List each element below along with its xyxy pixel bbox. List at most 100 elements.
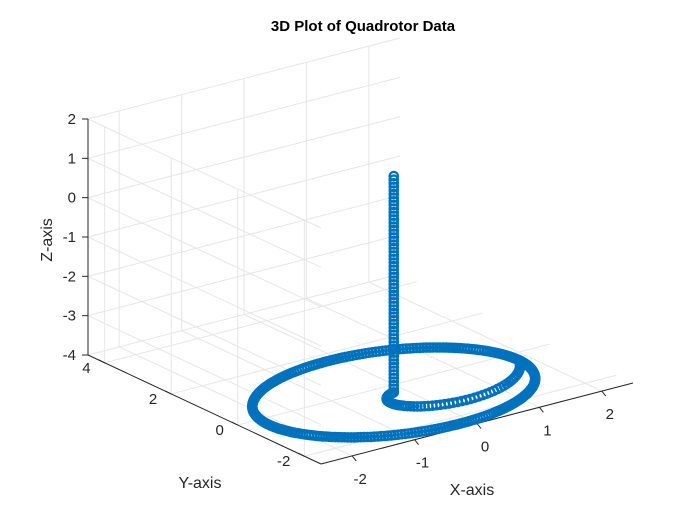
climb-marker <box>388 178 400 189</box>
y-tick-mark <box>164 390 172 395</box>
climb-marker <box>388 340 400 351</box>
side-wall-grid-line <box>87 236 322 347</box>
axis-ticks: -2 -1 0 1 2 -2 0 2 4 -4 -3 -2 -1 0 1 2 <box>63 111 614 488</box>
y-tick-mark <box>298 452 305 457</box>
back-wall-grid-line <box>87 155 401 238</box>
side-wall-grid-line <box>87 118 322 229</box>
climb-marker <box>388 343 400 355</box>
floor-grid-line <box>104 281 417 364</box>
back-wall-grid-line <box>87 194 401 277</box>
floor-grid-line <box>304 374 617 457</box>
back-wall-grid-line <box>87 273 401 356</box>
climb-marker <box>388 329 400 340</box>
climb-marker <box>388 289 400 301</box>
climb-marker <box>388 322 400 333</box>
orbit-marker <box>437 342 449 353</box>
z-tick-label: 0 <box>68 190 76 207</box>
x-tick-label: 2 <box>606 406 614 423</box>
y-tick-label: 2 <box>149 391 157 408</box>
z-axis-label: Z-axis <box>39 218 56 262</box>
climb-marker <box>388 282 400 294</box>
axes-box <box>87 119 634 465</box>
climb-marker <box>388 250 400 261</box>
climb-marker <box>388 181 400 193</box>
back-wall-grid-line <box>87 37 401 120</box>
climb-marker <box>388 242 400 254</box>
climb-marker <box>388 185 400 196</box>
climb-marker <box>388 304 400 315</box>
climb-marker <box>388 188 400 200</box>
chart-title: 3D Plot of Quadrotor Data <box>271 18 456 35</box>
climb-marker <box>388 351 400 362</box>
climb-marker <box>388 347 400 359</box>
climb-marker <box>388 235 400 247</box>
spiral-marker <box>412 401 423 412</box>
climb-marker <box>388 358 400 369</box>
y-tick-mark <box>98 359 105 364</box>
climb-marker <box>388 365 400 377</box>
climb-marker <box>388 314 400 326</box>
climb-marker <box>388 372 400 384</box>
climb-marker <box>388 246 400 258</box>
climb-marker <box>388 318 400 330</box>
climb-marker <box>388 379 400 391</box>
climb-marker <box>388 253 400 265</box>
z-tick-label: 1 <box>68 150 76 167</box>
x-tick-label: 0 <box>481 439 489 456</box>
y-axis-label: Y-axis <box>179 475 222 492</box>
side-wall-grid-line <box>87 315 322 426</box>
orbit-marker <box>362 431 373 443</box>
climb-marker <box>388 174 400 185</box>
climb-marker <box>388 361 400 373</box>
side-wall-grid-line <box>87 157 322 268</box>
climb-marker <box>388 311 400 322</box>
floor-grid-line <box>368 281 603 392</box>
grid-lines <box>87 37 617 465</box>
climb-marker <box>388 387 400 398</box>
back-wall-grid-line <box>87 116 401 199</box>
x-tick-mark <box>351 455 357 462</box>
spiral-marker <box>408 401 420 412</box>
climb-marker <box>388 232 400 243</box>
z-tick-label: -4 <box>63 347 76 364</box>
climb-marker <box>388 296 400 308</box>
climb-marker <box>388 369 400 380</box>
climb-marker <box>388 275 400 286</box>
x-tick-label: 1 <box>543 422 551 439</box>
z-tick-label: 2 <box>68 111 76 128</box>
back-wall-grid-line <box>87 234 401 317</box>
climb-marker <box>388 300 400 312</box>
x-tick-label: -1 <box>416 455 429 472</box>
climb-marker <box>388 192 400 203</box>
climb-marker <box>388 228 400 240</box>
climb-marker <box>388 210 400 222</box>
y-tick-label: -2 <box>277 453 290 470</box>
orbit-marker <box>352 431 363 443</box>
x-axis-label: X-axis <box>450 482 494 499</box>
data-series <box>247 170 541 443</box>
climb-marker <box>388 286 400 297</box>
z-tick-label: -2 <box>63 268 76 285</box>
side-wall-grid-line <box>87 197 322 308</box>
orbit-marker <box>424 342 436 353</box>
x-tick-mark <box>601 390 607 397</box>
floor-grid-line <box>171 312 484 395</box>
z-tick-label: -3 <box>63 308 76 325</box>
climb-marker <box>388 170 400 182</box>
climb-marker <box>388 199 400 211</box>
climb-marker <box>388 293 400 304</box>
climb-marker <box>388 264 400 276</box>
climb-marker <box>388 260 400 272</box>
climb-marker <box>388 376 400 387</box>
climb-marker <box>388 325 400 337</box>
x-tick-mark <box>539 406 544 413</box>
climb-marker <box>388 257 400 268</box>
back-wall-grid-line <box>87 76 401 159</box>
y-tick-label: 0 <box>215 422 223 439</box>
climb-marker <box>388 383 400 395</box>
climb-marker <box>388 221 400 232</box>
z-tick-label: -1 <box>63 229 76 246</box>
orbit-marker <box>431 342 442 353</box>
x-tick-mark <box>414 439 419 446</box>
orbit-marker <box>342 432 353 443</box>
